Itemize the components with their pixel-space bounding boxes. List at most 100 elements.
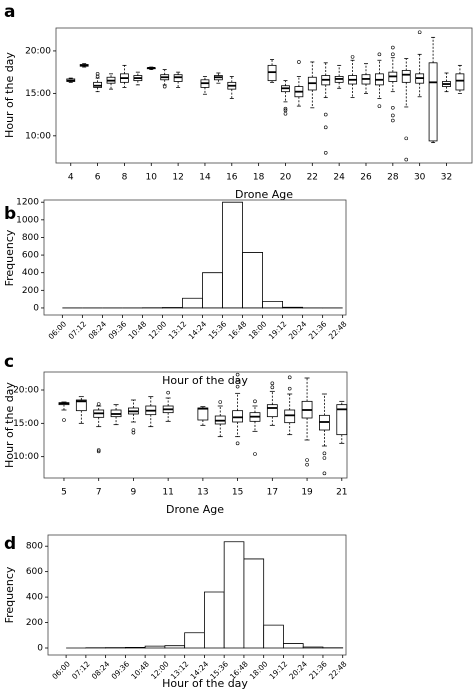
outlier — [287, 386, 292, 391]
outlier — [131, 430, 136, 435]
outlier — [323, 112, 328, 117]
x-tick-label: 22 — [307, 173, 318, 183]
y-axis-title: Hour of the day — [3, 382, 16, 468]
box — [401, 70, 411, 83]
y-tick-label: 600 — [22, 251, 39, 261]
bar — [204, 591, 225, 649]
x-tick-label: 09:36 — [107, 319, 129, 341]
outlier — [270, 385, 275, 390]
y-tick-label: 400 — [22, 268, 39, 278]
x-tick-label: 5 — [61, 488, 67, 498]
x-tick-label: 32 — [441, 173, 452, 183]
bar — [184, 632, 205, 649]
x-tick-label: 4 — [68, 173, 74, 183]
x-tick-label: 14 — [199, 173, 211, 183]
y-tick-label: 10:00 — [25, 131, 51, 141]
outlier — [391, 45, 395, 50]
outlier — [404, 157, 409, 162]
panel-label: d — [4, 534, 16, 554]
x-tick-label: 28 — [387, 173, 399, 183]
y-tick-label: 15:00 — [25, 89, 51, 99]
x-tick-label: 06:00 — [50, 659, 72, 681]
y-axis-title: Frequency — [3, 229, 16, 286]
x-tick-label: 08:24 — [87, 319, 109, 341]
outlier — [391, 106, 395, 110]
bar — [182, 297, 203, 309]
y-tick-label: 20:00 — [25, 46, 51, 56]
bar — [282, 306, 304, 309]
plot-frame — [47, 534, 347, 656]
y-tick-label: 1200 — [16, 198, 39, 208]
outlier — [96, 448, 101, 452]
bar — [222, 201, 243, 309]
y-tick-label: 10:00 — [13, 452, 39, 462]
box — [455, 73, 465, 91]
outlier — [95, 74, 100, 79]
x-tick-label: 22:48 — [327, 659, 349, 681]
x-tick-label: 20:24 — [287, 319, 309, 341]
outlier — [283, 108, 288, 113]
y-tick-label: 15:00 — [13, 419, 39, 429]
outlier — [96, 402, 101, 406]
x-axis-title: Drone Age — [235, 188, 293, 201]
outlier — [218, 400, 223, 404]
x-tick-label: 7 — [96, 488, 102, 498]
panel-label: b — [4, 204, 16, 224]
box — [284, 409, 296, 424]
outlier — [235, 384, 240, 389]
bar — [302, 646, 324, 649]
y-tick-label: 600 — [26, 567, 43, 577]
outlier — [323, 125, 328, 130]
y-axis-title: Frequency — [3, 566, 16, 623]
y-tick-label: 800 — [22, 233, 39, 243]
bar — [263, 624, 284, 649]
box — [232, 410, 244, 423]
x-tick-label: 12 — [172, 173, 183, 183]
outlier — [323, 151, 328, 155]
bar — [202, 272, 223, 309]
outlier — [166, 390, 170, 395]
outlier — [322, 451, 327, 456]
outlier — [131, 428, 136, 432]
x-tick-label: 24 — [333, 173, 345, 183]
x-tick-label: 20 — [280, 173, 292, 183]
x-tick-label: 21:36 — [307, 659, 329, 681]
panel-label: c — [4, 352, 14, 372]
y-tick-label: 400 — [26, 593, 43, 603]
outlier — [391, 118, 395, 123]
x-tick-label: 10:48 — [129, 659, 151, 681]
x-tick-label: 11 — [162, 488, 173, 498]
y-tick-label: 200 — [22, 286, 39, 296]
x-tick-label: 21:36 — [307, 319, 329, 341]
x-tick-label: 10 — [146, 173, 158, 183]
outlier — [235, 441, 240, 446]
bar — [243, 558, 265, 649]
bar — [124, 646, 146, 649]
x-tick-label: 30 — [414, 173, 426, 183]
x-tick-label: 19 — [301, 488, 313, 498]
outlier — [322, 456, 327, 460]
panel-label: a — [4, 2, 15, 22]
x-tick-label: 09:36 — [110, 659, 132, 681]
x-tick-label: 06:00 — [47, 319, 69, 341]
y-tick-label: 0 — [33, 303, 39, 313]
outlier — [322, 471, 327, 476]
x-tick-label: 10:48 — [127, 319, 149, 341]
outlier — [287, 375, 292, 380]
x-tick-label: 8 — [122, 173, 128, 183]
plot-frame — [43, 199, 347, 316]
outlier — [391, 52, 395, 57]
outlier — [270, 381, 275, 386]
box — [428, 62, 438, 142]
y-tick-label: 1000 — [16, 215, 39, 225]
x-tick-label: 08:24 — [90, 659, 112, 681]
outlier — [305, 458, 309, 462]
x-tick-label: 19:12 — [267, 319, 289, 341]
outlier — [235, 372, 240, 377]
bar — [144, 645, 166, 649]
outlier — [162, 84, 167, 89]
outlier — [391, 113, 395, 118]
y-axis-title: Hour of the day — [3, 52, 16, 138]
bar — [164, 645, 186, 649]
